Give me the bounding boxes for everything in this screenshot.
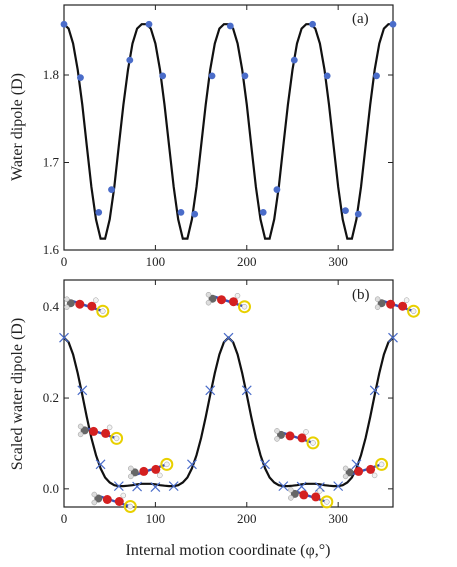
plot-frame-b — [63, 279, 394, 508]
data-point-b — [333, 481, 344, 492]
data-point-a — [259, 208, 267, 216]
data-point-a — [177, 208, 185, 216]
plot-frame-a — [63, 4, 394, 251]
fit-curve-a — [63, 23, 393, 240]
data-point-a — [191, 210, 199, 218]
molecule-inset — [128, 457, 174, 480]
x-tick-label-b: 100 — [146, 511, 166, 526]
data-point-a — [226, 22, 234, 30]
molecule-inset — [342, 457, 389, 480]
data-point-b — [150, 482, 161, 492]
ticks-a: 0 100 200 300 1.6 1.7 1.8 — [43, 5, 393, 269]
data-point-b — [77, 385, 88, 396]
data-point-b — [59, 332, 69, 343]
data-point-b — [187, 459, 197, 470]
panel-a: (a) Water dipole (D) 0 100 200 300 1.6 1.7 1.8 — [9, 4, 397, 269]
data-point-a — [309, 20, 316, 28]
data-point-a — [145, 20, 153, 28]
data-point-a — [273, 186, 281, 194]
data-point-a — [126, 56, 134, 64]
molecule-inset — [91, 491, 137, 513]
data-point-a — [208, 72, 216, 80]
ticks-b: 0 100 200 300 0.0 0.2 0.4 — [43, 280, 393, 526]
data-point-a — [95, 208, 103, 216]
x-tick-label-a: 200 — [237, 254, 257, 269]
molecule-inset — [274, 428, 320, 450]
x-tick-label-a: 0 — [61, 254, 68, 269]
data-point-a — [159, 72, 167, 80]
data-point-a — [290, 56, 298, 64]
x-axis-label: Internal motion coordinate (φ,°) — [126, 542, 331, 559]
data-point-b — [260, 459, 270, 470]
y-tick-label-b: 0.4 — [43, 299, 60, 314]
data-point-a — [108, 186, 115, 194]
y-tick-label-b: 0.2 — [43, 390, 59, 405]
data-point-b — [223, 332, 234, 343]
x-tick-label-a: 100 — [146, 254, 166, 269]
data-point-b — [388, 332, 398, 343]
series-b — [59, 332, 398, 492]
data-point-a — [77, 74, 84, 82]
panel-label-a: (a) — [352, 11, 369, 27]
data-point-b — [314, 482, 325, 492]
data-point-b — [205, 385, 216, 396]
panel-label-b: (b) — [352, 287, 370, 303]
x-tick-label-b: 0 — [61, 511, 68, 526]
data-point-b — [241, 385, 252, 396]
data-point-b — [278, 481, 289, 492]
data-point-a — [60, 20, 68, 28]
y-tick-label-b: 0.0 — [43, 481, 59, 496]
series-a — [60, 20, 397, 240]
molecule-inset — [374, 296, 421, 318]
data-point-b — [113, 481, 124, 492]
data-point-b — [369, 385, 380, 396]
data-point-b — [95, 459, 106, 470]
y-tick-label-a: 1.6 — [43, 242, 60, 257]
x-tick-label-b: 200 — [237, 511, 257, 526]
data-point-a — [373, 72, 380, 80]
data-point-a — [354, 210, 362, 218]
molecule-inset — [64, 296, 110, 318]
fit-curve-b — [63, 336, 394, 488]
data-point-a — [241, 72, 249, 80]
y-axis-label-b: Scaled water dipole (D) — [9, 318, 26, 470]
molecule-inset — [288, 487, 334, 509]
y-tick-label-a: 1.7 — [43, 155, 60, 170]
y-axis-label-a: Water dipole (D) — [9, 73, 26, 181]
x-tick-label-a: 300 — [328, 254, 348, 269]
data-point-b — [296, 481, 307, 492]
panel-b: (b) Scaled water dipole (D) 0 100 200 300 0.… — [9, 279, 421, 526]
molecule-inset — [77, 423, 124, 445]
data-point-a — [342, 207, 349, 215]
data-point-a — [323, 72, 331, 80]
data-point-a — [389, 20, 397, 28]
molecule-insets — [64, 291, 421, 513]
y-tick-label-a: 1.8 — [43, 67, 59, 82]
x-tick-label-b: 300 — [328, 511, 348, 526]
data-point-b — [168, 481, 179, 492]
molecule-inset — [205, 291, 251, 314]
data-point-b — [132, 481, 143, 492]
